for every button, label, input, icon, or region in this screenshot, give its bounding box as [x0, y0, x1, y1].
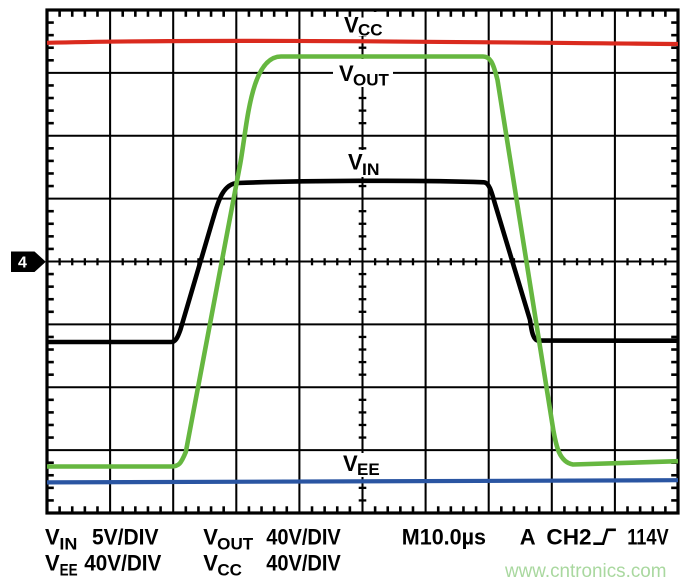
- svg-text:www.cntronics.com: www.cntronics.com: [504, 561, 666, 582]
- svg-text:A: A: [520, 524, 536, 549]
- svg-text:V: V: [45, 551, 60, 576]
- svg-text:CC: CC: [358, 20, 383, 39]
- svg-text:V: V: [344, 13, 359, 38]
- svg-text:V: V: [45, 524, 60, 549]
- svg-text:V: V: [203, 524, 218, 549]
- svg-text:4: 4: [18, 255, 27, 272]
- svg-text:EE: EE: [357, 460, 380, 479]
- svg-text:5V/DIV: 5V/DIV: [92, 524, 159, 549]
- svg-text:40V/DIV: 40V/DIV: [266, 524, 341, 549]
- svg-text:40V/DIV: 40V/DIV: [84, 551, 161, 576]
- svg-text:40V/DIV: 40V/DIV: [266, 551, 341, 576]
- svg-text:IN: IN: [362, 160, 380, 179]
- svg-text:114V: 114V: [627, 524, 669, 549]
- svg-text:OUT: OUT: [217, 535, 254, 554]
- svg-text:V: V: [343, 451, 358, 476]
- svg-text:CH2: CH2: [546, 524, 591, 549]
- svg-text:CC: CC: [217, 561, 242, 580]
- svg-text:OUT: OUT: [353, 70, 390, 89]
- svg-text:V: V: [203, 551, 218, 576]
- svg-text:IN: IN: [59, 535, 77, 554]
- svg-text:V: V: [339, 61, 354, 86]
- svg-text:EE: EE: [60, 561, 78, 580]
- svg-text:M10.0µs: M10.0µs: [402, 524, 486, 549]
- svg-text:V: V: [348, 150, 363, 175]
